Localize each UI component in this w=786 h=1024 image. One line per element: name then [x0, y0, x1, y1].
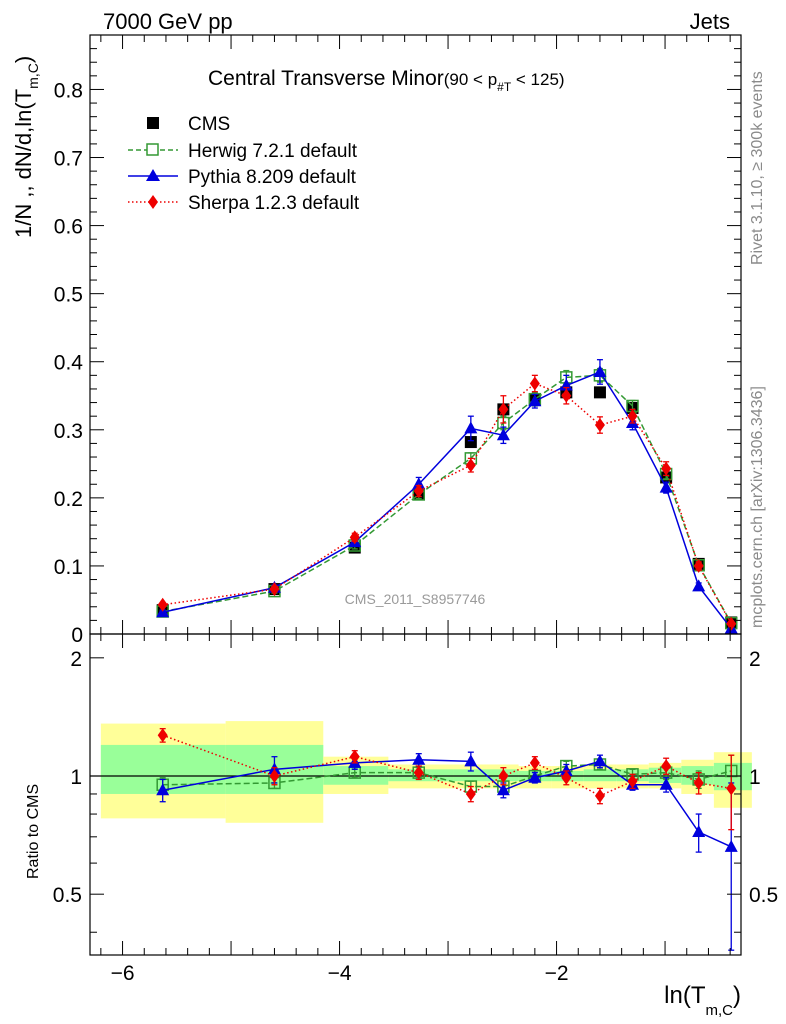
legend-marker-herwig: [146, 143, 159, 156]
sherpa-point: [561, 388, 572, 403]
sherpa-ratio-point: [269, 769, 280, 784]
ratio-y-tick-label: 1: [70, 766, 82, 789]
energy-label: 7000 GeV pp: [103, 9, 233, 34]
process-label: Jets: [690, 9, 730, 34]
legend-label-cms: CMS: [188, 114, 230, 135]
x-tick-label: −6: [111, 962, 135, 985]
sherpa-ratio-point: [529, 755, 540, 770]
sherpa-line: [162, 382, 732, 625]
cms-data-point: [593, 386, 606, 399]
pythia-point: [464, 421, 478, 434]
legend-label-sherpa: Sherpa 1.2.3 default: [188, 193, 360, 214]
pythia-ratio-point: [724, 839, 738, 852]
legend-label-pythia: Pythia 8.209 default: [188, 167, 357, 188]
pythia-ratio-point: [659, 777, 673, 790]
uncertainty-bands: [100, 721, 752, 823]
main-plot-series: [156, 359, 738, 634]
sherpa-ratio-point: [413, 765, 424, 780]
legend-marker-cms: [147, 117, 159, 129]
ratio-y-tick-label-right: 1: [749, 766, 761, 789]
sherpa-point: [594, 418, 605, 433]
top-y-tick-label: 0.1: [54, 556, 83, 579]
pythia-point: [593, 364, 607, 377]
sherpa-point: [413, 484, 424, 499]
axes: −6 −4 −2 0 0.1 0.2 0.3 0.4 0.5 0.6 0.7 0.8 0.5 0.5 1 1 2…: [53, 34, 778, 985]
pythia-ratio-point: [156, 783, 170, 796]
sherpa-ratio-point: [157, 728, 168, 743]
sherpa-point: [661, 461, 672, 476]
top-y-tick-label: 0: [71, 624, 83, 647]
sherpa-point: [269, 582, 280, 597]
x-tick-label: −4: [328, 962, 352, 985]
pythia-ratio-point: [559, 763, 573, 776]
ratio-y-axis-label: Ratio to CMS: [25, 784, 42, 879]
legend-title: Central Transverse Minor(90 < p#T < 125): [208, 67, 565, 94]
sherpa-point: [465, 458, 476, 473]
pythia-point: [692, 579, 706, 592]
pythia-point: [659, 480, 673, 493]
x-tick-label: −2: [545, 962, 569, 985]
ratio-y-tick-label-right: 2: [749, 648, 761, 671]
top-y-tick-label: 0.6: [54, 216, 83, 239]
ratio-plot-series: [156, 728, 738, 951]
sherpa-ratio-point: [465, 786, 476, 801]
pythia-point: [559, 378, 573, 391]
ratio-plot-frame: [89, 633, 742, 956]
top-y-tick-label: 0.5: [54, 284, 83, 307]
pythia-ratio-point: [528, 770, 542, 783]
ratio-y-tick-label: 0.5: [53, 884, 82, 907]
sherpa-ratio-point: [498, 769, 509, 784]
sherpa-ratio-point: [594, 788, 605, 803]
pythia-ratio-point: [692, 825, 706, 838]
x-axis-label: ln(Tm,C): [664, 982, 741, 1019]
pythia-ratio-point: [593, 754, 607, 767]
sherpa-ratio-point: [726, 781, 737, 796]
pythia-point: [528, 394, 542, 407]
sherpa-point: [157, 597, 168, 612]
ratio-y-tick-label: 2: [70, 648, 82, 671]
sherpa-ratio-point: [661, 759, 672, 774]
analysis-reference-label: CMS_2011_S8957746: [345, 591, 486, 607]
pythia-point: [412, 477, 426, 490]
pythia-ratio-point: [464, 754, 478, 767]
pythia-ratio-point: [412, 752, 426, 765]
legend-marker-pythia: [146, 169, 160, 181]
pythia-ratio-point: [496, 783, 510, 796]
legend: CMS Herwig 7.2.1 default Pythia 8.209 de…: [128, 114, 360, 214]
sherpa-point: [726, 616, 737, 631]
sherpa-point: [693, 558, 704, 573]
rivet-label: Rivet 3.1.10, ≥ 300k events: [749, 71, 766, 265]
top-y-tick-label: 0.3: [54, 420, 83, 443]
legend-label-herwig: Herwig 7.2.1 default: [188, 141, 358, 162]
legend-marker-sherpa: [148, 195, 158, 209]
band-stat-uncertainty: [648, 767, 682, 783]
top-y-axis-label: 1/N ,, dN/d,ln(Tm,C): [11, 56, 41, 238]
top-y-tick-label: 0.4: [54, 352, 84, 375]
mcplots-label: mcplots.cern.ch [arXiv:1306.3436]: [749, 386, 766, 628]
sherpa-ratio-point: [627, 774, 638, 789]
cms-data-point: [464, 436, 477, 449]
sherpa-point: [529, 376, 540, 391]
sherpa-ratio-point: [693, 775, 704, 790]
sherpa-point: [498, 402, 509, 417]
top-y-tick-label: 0.2: [54, 488, 83, 511]
herwig-line: [162, 374, 732, 624]
band-stat-uncertainty: [453, 769, 487, 782]
band-stat-uncertainty: [583, 769, 617, 782]
sherpa-point: [349, 530, 360, 545]
ratio-y-tick-label-right: 0.5: [749, 884, 778, 907]
pythia-point: [496, 428, 510, 441]
sherpa-ratio-point: [561, 770, 572, 785]
top-y-tick-label: 0.8: [54, 79, 83, 102]
sherpa-point: [627, 409, 638, 424]
top-y-tick-label: 0.7: [54, 148, 83, 171]
sherpa-ratio-point: [349, 749, 360, 764]
